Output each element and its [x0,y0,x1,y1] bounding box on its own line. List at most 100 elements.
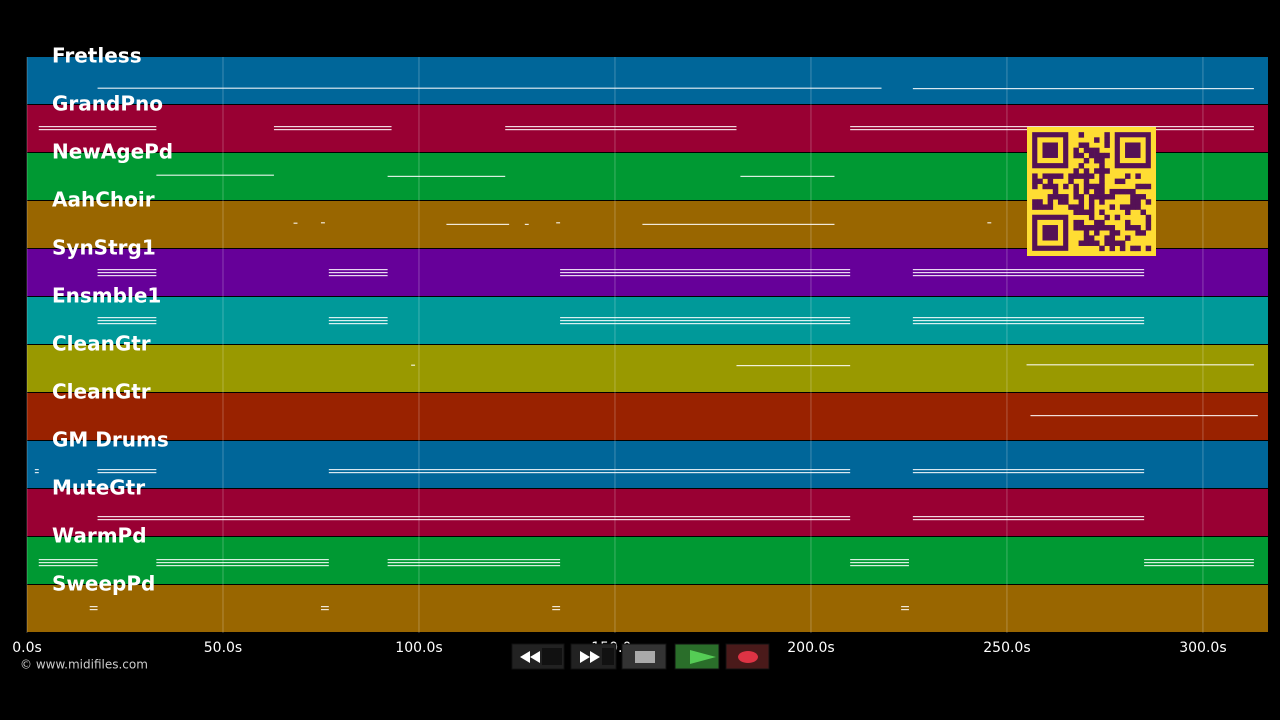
qr-module [1047,183,1054,190]
qr-module [1130,245,1136,252]
qr-module [1042,183,1048,190]
note [850,565,909,567]
qr-module [1073,188,1079,195]
qr-module [1088,204,1095,210]
stop-button[interactable] [621,643,667,670]
track-label: GrandPno [52,92,163,116]
note [912,272,1145,274]
qr-module [1052,188,1059,195]
note [387,562,561,564]
note [642,223,835,225]
qr-module [1063,183,1069,190]
note [293,222,298,224]
qr-module [1083,183,1090,190]
qr-module [1125,225,1131,231]
record-button[interactable] [725,643,770,670]
note [901,609,909,611]
qr-module [1083,230,1090,236]
qr-module [1073,194,1079,200]
qr-module [1125,188,1131,195]
tick-label: 250.0s [983,640,1030,656]
rewind-button[interactable] [511,643,565,670]
qr-module [1073,219,1079,226]
track-band [27,345,1268,392]
fast-forward-button[interactable] [570,643,617,670]
qr-module [1057,194,1064,200]
note [97,519,851,521]
qr-module [1073,173,1079,179]
qr-module [1099,173,1105,179]
note [1026,364,1254,366]
note [34,469,39,471]
qr-module [1078,225,1085,231]
qr-module [1135,183,1141,190]
note [560,320,851,322]
note [552,609,561,611]
note [89,606,98,608]
note [97,87,882,89]
note [446,223,510,225]
qr-module [1099,188,1105,195]
note [328,472,851,474]
qr-module [1078,132,1085,138]
qr-module [1078,209,1085,216]
track-label: MuteGtr [52,476,145,500]
note [38,126,157,128]
qr-module [1094,147,1100,154]
note [740,175,835,177]
qr-module [1099,163,1105,169]
notes [34,87,1258,611]
qr-module [1073,152,1079,159]
qr-module [1109,240,1116,246]
note [156,559,329,561]
qr-module [1088,199,1095,205]
copyright: © www.midifiles.com [20,658,148,672]
qr-module [1099,183,1105,190]
qr-module [1088,194,1095,200]
qr-module [1083,157,1090,164]
qr-module [1125,209,1131,216]
qr-module [1032,199,1038,205]
grid [26,57,1204,633]
qr-module [1130,199,1136,205]
note [524,223,529,225]
note [912,472,1145,474]
track-label: SweepPd [52,572,155,596]
qr-module [1145,245,1152,252]
qr-module [1078,194,1085,200]
note [320,609,329,611]
qr-module [1047,204,1054,210]
qr-module [1114,178,1121,185]
qr-module [1083,168,1090,174]
note [912,469,1145,471]
qr-module [1073,204,1079,210]
note [1030,415,1258,417]
qr-module [1073,225,1079,231]
qr-module [1078,199,1085,205]
qr-module [1099,245,1105,252]
qr-module [1068,204,1074,210]
qr-module [1130,194,1136,200]
qr-module [1094,240,1100,246]
note [1144,562,1254,564]
qr-module [1119,188,1126,195]
qr-module [1109,225,1116,231]
qr-finder [1125,142,1141,158]
qr-module [1104,132,1110,138]
note [38,562,98,564]
qr-module [1099,194,1105,200]
qr-module [1052,194,1059,200]
note [387,565,561,567]
note [912,519,1145,521]
qr-module [1047,173,1054,179]
note [320,606,329,608]
play-button[interactable] [674,643,720,670]
qr-module [1088,209,1095,216]
track-label: Ensmble1 [52,284,161,308]
qr-module [1094,157,1100,164]
qr-module [1109,245,1116,252]
qr-module [1052,173,1059,179]
qr-module [1114,240,1121,246]
qr-module [1083,142,1090,148]
qr-module [1140,194,1146,200]
